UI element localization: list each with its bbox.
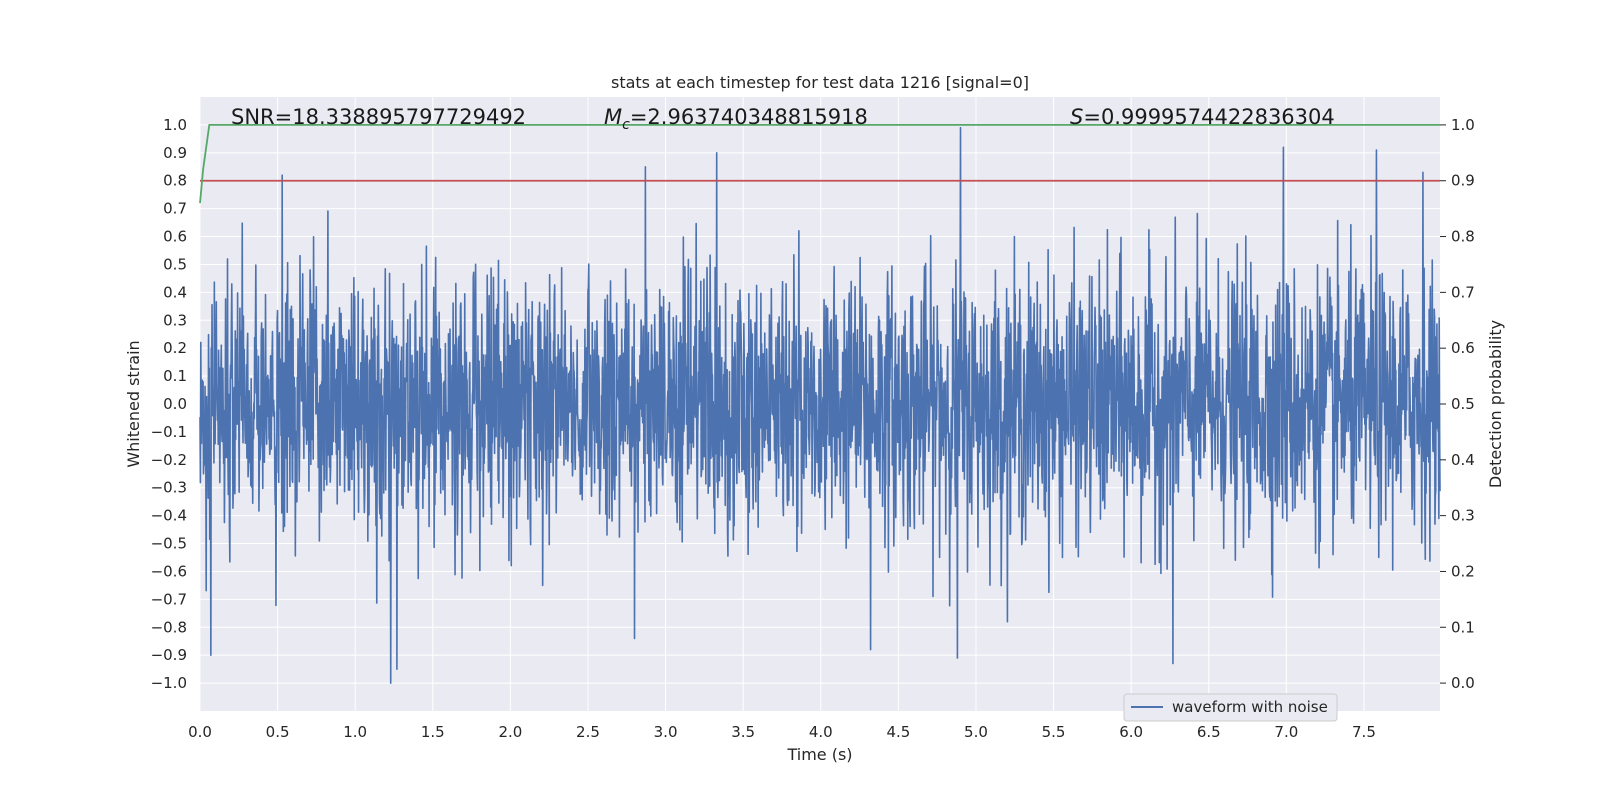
y-right-tick-label: 1.0 [1451, 116, 1475, 134]
y-left-tick-label: 0.7 [163, 200, 187, 218]
y-left-tick-label: 0.0 [163, 395, 187, 413]
y-left-tick-label: −0.8 [151, 618, 187, 636]
y-right-tick-label: 0.8 [1451, 228, 1475, 246]
chirp-mass-subscript: c [622, 117, 630, 133]
x-tick-label: 3.5 [731, 723, 755, 741]
x-tick-label: 7.0 [1274, 723, 1298, 741]
score-annotation: S=0.9999574422836304 [1070, 105, 1335, 129]
y-left-tick-label: 0.8 [163, 172, 187, 190]
x-tick-label: 4.0 [809, 723, 833, 741]
x-tick-label: 6.5 [1197, 723, 1221, 741]
x-tick-label: 4.5 [886, 723, 910, 741]
probability-series [199, 124, 1440, 204]
y-left-tick-label: −0.6 [151, 562, 187, 580]
y-left-tick-label: −0.5 [151, 535, 187, 553]
waveform-line [199, 126, 1441, 684]
x-tick-label: 1.5 [421, 723, 445, 741]
y-right-tick-label: 0.7 [1451, 283, 1475, 301]
waveform-series [199, 126, 1441, 684]
y-left-tick-label: 0.2 [163, 339, 187, 357]
y-right-tick-label: 0.4 [1451, 451, 1475, 469]
y-left-tick-label: −0.1 [151, 423, 187, 441]
x-tick-label: 2.0 [498, 723, 522, 741]
y-right-tick-label: 0.0 [1451, 674, 1475, 692]
y-axis-left-label: Whitened strain [124, 340, 143, 467]
y-right-tick-label: 0.6 [1451, 339, 1475, 357]
y-left-tick-label: −0.3 [151, 479, 187, 497]
score-value: =0.9999574422836304 [1083, 105, 1334, 129]
y-axis-right-label: Detection probability [1486, 320, 1505, 488]
y-left-tick-label: −1.0 [151, 674, 187, 692]
y-left-tick-label: −0.9 [151, 646, 187, 664]
chirp-mass-annotation: Mc=2.963740348815918 [604, 105, 868, 133]
chart-title: stats at each timestep for test data 121… [611, 73, 1029, 92]
detection-probability-line [199, 124, 1440, 204]
x-tick-label: 5.5 [1042, 723, 1066, 741]
y-left-tick-label: 1.0 [163, 116, 187, 134]
y-right-tick-label: 0.3 [1451, 507, 1475, 525]
y-axis-right: 1.0 0.9 0.8 0.7 0.6 0.5 0.4 0.3 0.2 0.1 0.0 [1440, 116, 1475, 692]
snr-annotation: SNR=18.338895797729492 [231, 105, 526, 129]
y-left-tick-label: 0.4 [163, 283, 187, 301]
x-tick-label: 0.0 [188, 723, 212, 741]
x-tick-label: 3.0 [654, 723, 678, 741]
x-tick-label: 6.0 [1119, 723, 1143, 741]
y-right-tick-label: 0.2 [1451, 562, 1475, 580]
y-right-tick-label: 0.9 [1451, 172, 1475, 190]
x-tick-label: 0.5 [266, 723, 290, 741]
y-left-tick-label: 0.6 [163, 228, 187, 246]
x-tick-label: 5.0 [964, 723, 988, 741]
y-left-tick-label: 0.1 [163, 367, 187, 385]
y-left-tick-label: −0.2 [151, 451, 187, 469]
y-left-tick-label: 0.9 [163, 144, 187, 162]
y-right-tick-label: 0.1 [1451, 618, 1475, 636]
x-tick-label: 1.0 [343, 723, 367, 741]
legend-entry-waveform: waveform with noise [1172, 698, 1328, 716]
y-left-tick-label: −0.7 [151, 590, 187, 608]
x-tick-label: 2.5 [576, 723, 600, 741]
x-tick-label: 7.5 [1352, 723, 1376, 741]
legend-box [1123, 693, 1338, 722]
x-axis-label: Time (s) [786, 745, 852, 764]
x-axis: 0.0 0.5 1.0 1.5 2.0 2.5 3.0 3.5 4.0 4.5 5.0 5.5 6.0 6… [188, 723, 1376, 741]
legend: waveform with noise [1123, 693, 1338, 722]
chirp-mass-symbol: M [604, 105, 622, 129]
y-left-tick-label: −0.4 [151, 507, 187, 525]
chirp-mass-value: =2.963740348815918 [630, 105, 868, 129]
y-axis-left: 1.0 0.9 0.8 0.7 0.6 0.5 0.4 0.3 0.2 0.1 0.0 −0.1 −0.… [151, 116, 187, 692]
y-left-tick-label: 0.5 [163, 255, 187, 273]
y-left-tick-label: 0.3 [163, 311, 187, 329]
y-right-tick-label: 0.5 [1451, 395, 1475, 413]
score-symbol: S [1070, 105, 1083, 129]
